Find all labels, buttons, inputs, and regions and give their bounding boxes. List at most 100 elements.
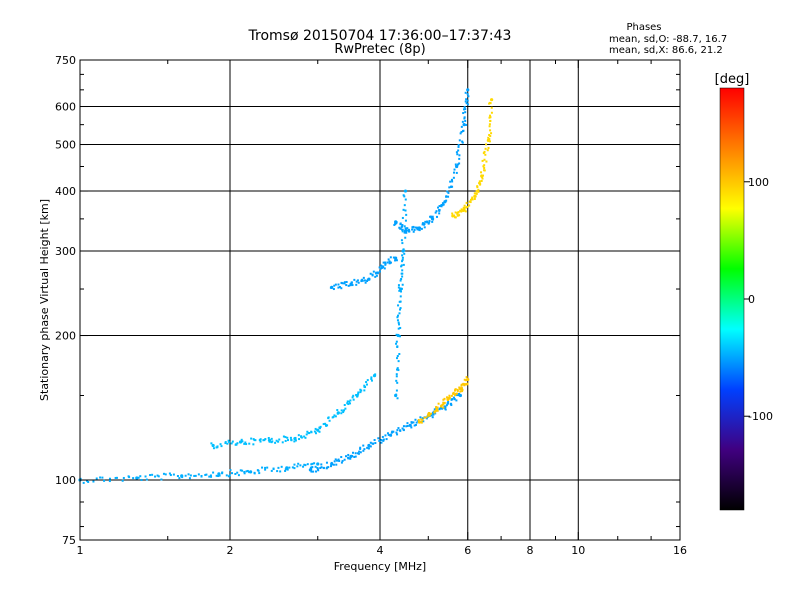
data-point [216, 445, 219, 448]
data-point [95, 477, 98, 480]
data-point [369, 272, 372, 275]
data-point [345, 284, 348, 287]
data-point [359, 447, 362, 450]
data-point [236, 471, 239, 474]
data-point [458, 154, 461, 157]
data-point [450, 394, 453, 397]
data-point [417, 418, 420, 421]
data-point [435, 408, 439, 412]
data-point [401, 256, 404, 259]
data-point [464, 383, 467, 386]
data-point [337, 458, 340, 461]
data-point [452, 392, 455, 395]
data-point [430, 414, 433, 417]
data-point [289, 436, 292, 439]
data-point [337, 283, 340, 286]
data-point [442, 403, 445, 406]
data-point [217, 475, 220, 478]
data-point [447, 399, 450, 402]
data-point [364, 281, 367, 284]
data-point [114, 476, 117, 479]
data-point [365, 383, 368, 386]
data-point [489, 114, 492, 117]
y-tick-label: 100 [55, 474, 76, 487]
data-point [464, 111, 467, 114]
data-point [457, 211, 460, 214]
data-point [455, 392, 458, 395]
data-point [253, 472, 256, 475]
data-point [342, 411, 345, 414]
data-point [211, 443, 215, 448]
data-point [465, 98, 468, 101]
data-point [396, 355, 399, 358]
data-point [404, 219, 407, 222]
data-point [204, 473, 207, 476]
data-point [337, 286, 340, 289]
data-point [101, 476, 104, 479]
data-point [433, 408, 436, 411]
chart-subtitle: RwPretec (8p) [334, 42, 425, 57]
data-point [363, 448, 366, 451]
x-tick-label: 8 [527, 544, 534, 557]
data-point [454, 216, 457, 219]
data-point [408, 230, 411, 233]
data-point [302, 465, 305, 468]
data-point [137, 476, 140, 479]
data-point [482, 165, 485, 168]
data-point [250, 437, 253, 440]
data-point [466, 99, 469, 102]
data-point [482, 152, 485, 155]
data-point [208, 475, 211, 478]
data-point [397, 304, 400, 307]
data-point [457, 144, 460, 147]
data-point [359, 451, 362, 454]
data-point [362, 276, 365, 279]
data-point [438, 205, 441, 208]
data-point [336, 459, 339, 462]
data-point [316, 428, 320, 432]
data-point [481, 159, 484, 162]
data-point [385, 438, 388, 441]
data-point [423, 416, 426, 419]
data-point [319, 425, 322, 428]
data-point [349, 399, 352, 402]
data-point [400, 290, 403, 293]
data-point [450, 404, 453, 407]
data-point [395, 431, 398, 434]
data-point [431, 416, 434, 419]
data-point [386, 261, 389, 264]
data-point [442, 203, 445, 206]
data-point [370, 376, 373, 379]
data-point [459, 390, 462, 393]
data-point [354, 452, 357, 455]
data-point [461, 390, 464, 393]
data-point [457, 149, 460, 152]
data-point [421, 222, 424, 225]
data-point [306, 430, 309, 433]
data-point [465, 102, 468, 105]
data-point [406, 422, 409, 425]
data-point [463, 204, 466, 207]
data-point [398, 226, 401, 229]
data-point [378, 270, 381, 273]
data-point [396, 319, 399, 322]
data-point [230, 442, 233, 445]
data-point [490, 106, 493, 109]
data-point [462, 123, 466, 127]
data-point [168, 472, 171, 475]
data-point [483, 158, 486, 161]
data-point [305, 433, 308, 436]
data-point [453, 168, 456, 171]
data-point [420, 227, 423, 230]
y-tick-label: 400 [55, 185, 76, 198]
data-point [426, 220, 429, 223]
data-point [239, 469, 242, 472]
data-point [399, 308, 402, 311]
data-point [420, 418, 423, 421]
data-point [395, 340, 398, 343]
data-point [432, 413, 435, 416]
data-point [413, 424, 416, 427]
data-point [373, 438, 376, 441]
data-point [210, 475, 213, 478]
data-point [284, 469, 287, 472]
